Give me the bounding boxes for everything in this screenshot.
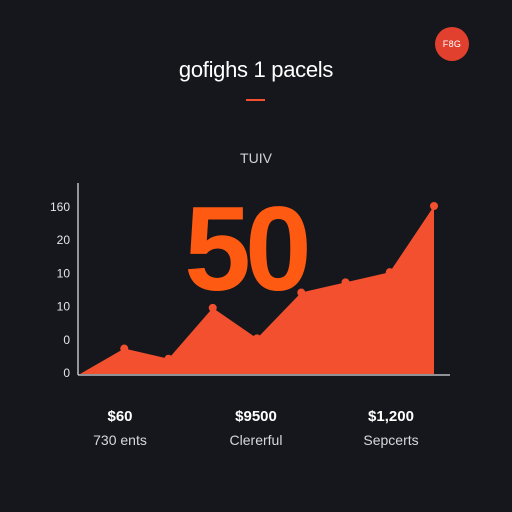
title-underline [246, 99, 265, 101]
chart-subtitle: TUIV [240, 150, 272, 166]
stat-1-value: $60 [107, 408, 133, 425]
y-tick-label: 10 [57, 300, 71, 314]
stat-3: $1,200 Sepcerts [316, 408, 466, 448]
data-point [297, 288, 306, 297]
stat-2-label: Clererful [229, 432, 283, 448]
data-point [208, 303, 217, 312]
stat-3-value: $1,200 [368, 408, 414, 425]
y-tick-label: 0 [63, 366, 70, 380]
data-point [385, 268, 394, 277]
highlight-number: 50 [184, 182, 307, 316]
data-point [341, 278, 350, 287]
data-point [120, 344, 129, 353]
stat-2-value: $9500 [235, 408, 277, 425]
data-point [164, 354, 173, 363]
y-tick-label: 160 [50, 200, 70, 214]
stat-3-label: Sepcerts [363, 432, 419, 448]
y-tick-label: 20 [57, 233, 71, 247]
y-tick-label: 0 [63, 333, 70, 347]
stat-1-label: 730 ents [93, 432, 147, 448]
data-point [430, 202, 438, 210]
stat-2: $9500 Clererful [181, 408, 331, 448]
series-area [80, 206, 434, 374]
y-tick-label: 10 [57, 266, 71, 280]
stat-1: $60 730 ents [45, 408, 195, 448]
chart-title: gofighs 1 pacels [178, 57, 334, 82]
header-badge[interactable]: F8G [435, 27, 469, 61]
data-point [253, 334, 261, 343]
